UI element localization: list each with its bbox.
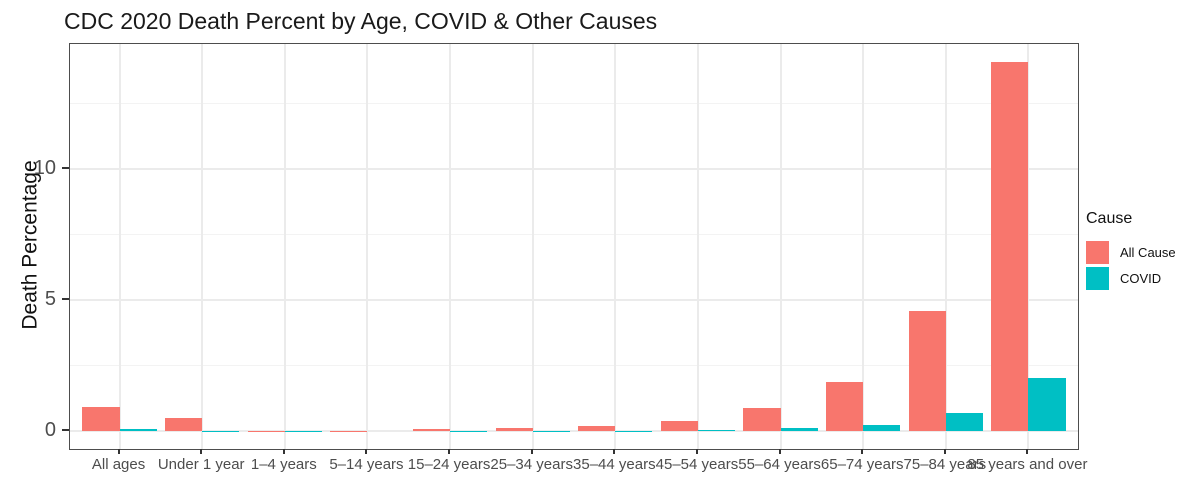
bar-all-cause xyxy=(826,381,864,432)
bar-all-cause xyxy=(660,420,698,432)
legend-title: Cause xyxy=(1086,210,1133,227)
x-tick-label: All ages xyxy=(91,456,146,473)
bar-covid xyxy=(863,425,901,432)
vertical-gridline xyxy=(449,44,452,449)
bar-all-cause xyxy=(330,430,368,432)
legend-swatch xyxy=(1086,267,1109,290)
vertical-gridline xyxy=(1027,44,1030,449)
legend-swatch xyxy=(1086,241,1109,264)
bar-all-cause xyxy=(578,426,616,432)
x-tick-mark xyxy=(200,449,203,454)
vertical-gridline xyxy=(531,44,534,449)
major-gridline xyxy=(70,168,1078,171)
y-tick-mark xyxy=(62,298,69,301)
y-tick-label: 5 xyxy=(44,288,56,311)
bar-all-cause xyxy=(908,310,946,432)
y-tick-label: 0 xyxy=(44,419,56,442)
vertical-gridline xyxy=(696,44,699,449)
x-tick-mark xyxy=(365,449,368,454)
x-tick-label: 35–44 years xyxy=(573,456,656,473)
x-tick-label: 55–64 years xyxy=(738,456,821,473)
vertical-gridline xyxy=(118,44,121,449)
x-tick-mark xyxy=(117,449,120,454)
bar-all-cause xyxy=(495,427,533,432)
bar-all-cause xyxy=(743,407,781,432)
bar-all-cause xyxy=(991,62,1029,432)
bar-covid xyxy=(532,430,570,432)
bar-all-cause xyxy=(165,418,203,432)
x-tick-label: 75–84 years xyxy=(903,456,987,473)
x-tick-mark xyxy=(861,449,864,454)
x-tick-mark xyxy=(943,449,946,454)
x-tick-mark xyxy=(778,449,781,454)
chart-title: CDC 2020 Death Percent by Age, COVID & O… xyxy=(64,8,658,34)
bar-all-cause xyxy=(247,430,285,432)
vertical-gridline xyxy=(283,44,286,449)
y-axis-title: Death Percentage xyxy=(18,160,42,330)
y-tick-label: 10 xyxy=(33,157,56,180)
x-tick-mark xyxy=(530,449,533,454)
plot-panel xyxy=(69,43,1079,450)
x-tick-mark xyxy=(695,449,698,454)
vertical-gridline xyxy=(862,44,865,449)
x-tick-label: 15–24 years xyxy=(407,456,491,473)
x-tick-label: 25–34 years xyxy=(490,456,573,473)
bar-covid xyxy=(945,413,983,432)
legend: Cause All Cause COVID xyxy=(1086,210,1176,293)
x-tick-label: 45–54 years xyxy=(655,456,739,473)
x-tick-label: Under 1 year xyxy=(157,456,245,473)
bar-all-cause xyxy=(412,428,451,432)
major-gridline xyxy=(70,299,1078,302)
x-tick-mark xyxy=(282,449,285,454)
x-tick-mark xyxy=(448,449,451,454)
y-tick-mark xyxy=(62,429,69,432)
bar-covid xyxy=(1028,377,1066,432)
legend-label: All Cause xyxy=(1120,245,1176,260)
legend-item: COVID xyxy=(1086,267,1176,290)
x-tick-mark xyxy=(613,449,616,454)
legend-label: COVID xyxy=(1120,271,1162,286)
x-tick-label: 5–14 years xyxy=(329,456,404,473)
minor-gridline xyxy=(70,234,1078,236)
bar-covid xyxy=(119,428,157,432)
vertical-gridline xyxy=(366,44,369,449)
vertical-gridline xyxy=(779,44,782,449)
y-tick-mark xyxy=(62,167,69,170)
vertical-gridline xyxy=(201,44,204,449)
bar-all-cause xyxy=(82,406,120,432)
x-tick-mark xyxy=(1026,449,1029,454)
x-tick-label: 85 years and over xyxy=(967,456,1088,473)
major-gridline xyxy=(70,430,1078,433)
legend-items: All Cause COVID xyxy=(1086,241,1176,290)
minor-gridline xyxy=(70,103,1078,105)
x-tick-label: 65–74 years xyxy=(820,456,904,473)
vertical-gridline xyxy=(614,44,617,449)
legend-item: All Cause xyxy=(1086,241,1176,264)
bar-covid xyxy=(615,430,653,432)
bar-covid xyxy=(780,428,818,432)
bar-covid xyxy=(697,429,736,432)
vertical-gridline xyxy=(944,44,947,449)
minor-gridline xyxy=(70,365,1078,367)
x-tick-label: 1–4 years xyxy=(250,456,317,473)
